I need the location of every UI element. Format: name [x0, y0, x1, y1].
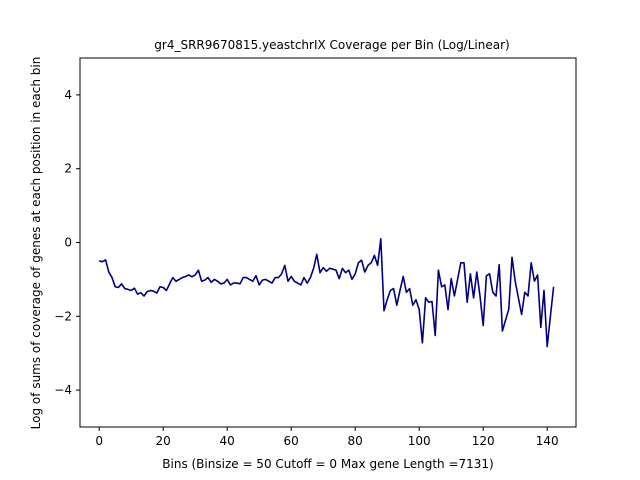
x-tick-label: 20 [156, 434, 171, 448]
y-tick-label: −2 [54, 309, 72, 323]
x-tick-label: 0 [95, 434, 103, 448]
chart-title: gr4_SRR9670815.yeastchrIX Coverage per B… [154, 38, 509, 52]
y-tick-label: 0 [64, 236, 72, 250]
x-tick-label: 40 [220, 434, 235, 448]
x-tick-label: 80 [348, 434, 363, 448]
y-tick-label: 2 [64, 162, 72, 176]
y-tick-label: −4 [54, 383, 72, 397]
x-tick-label: 60 [284, 434, 299, 448]
series-line-0 [99, 238, 555, 348]
x-tick-label: 100 [408, 434, 431, 448]
y-axis-ticks: −4 −2 0 2 4 [54, 88, 80, 397]
x-axis-ticks: 0 20 40 60 80 100 120 140 [95, 427, 559, 448]
series-layer [99, 238, 555, 348]
y-axis-label: Log of sums of coverage of genes at each… [29, 57, 43, 430]
x-tick-label: 140 [536, 434, 559, 448]
y-tick-label: 4 [64, 88, 72, 102]
plot-frame [79, 57, 577, 428]
x-axis-label: Bins (Binsize = 50 Cutoff = 0 Max gene L… [162, 457, 493, 471]
plot-area [80, 58, 576, 427]
x-tick-label: 120 [472, 434, 495, 448]
